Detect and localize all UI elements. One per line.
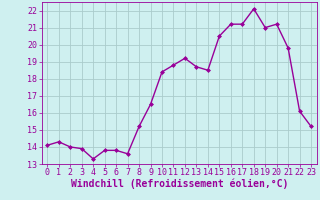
X-axis label: Windchill (Refroidissement éolien,°C): Windchill (Refroidissement éolien,°C): [70, 179, 288, 189]
